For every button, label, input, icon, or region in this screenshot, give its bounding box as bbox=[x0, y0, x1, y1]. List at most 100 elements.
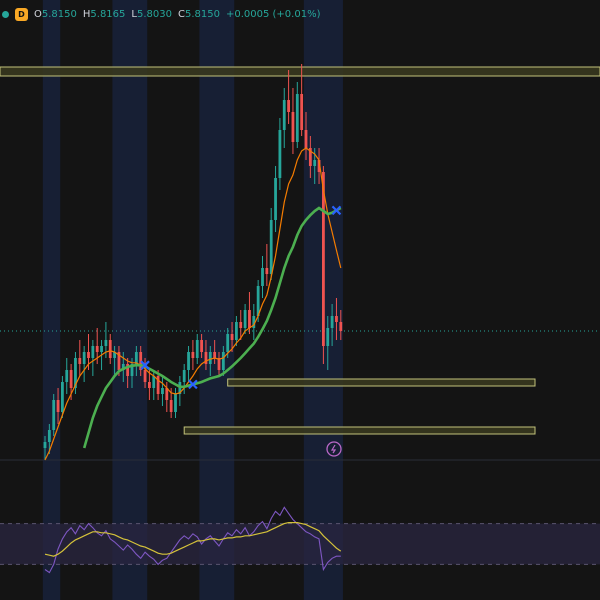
oscillator-signal-line bbox=[44, 522, 342, 557]
candle-body bbox=[130, 364, 134, 376]
session-shade bbox=[42, 0, 61, 600]
candle-body bbox=[156, 376, 160, 394]
crossover-marker-icon bbox=[140, 360, 150, 370]
candle-body bbox=[117, 352, 121, 370]
slow-moving-average-line bbox=[82, 206, 342, 449]
candle-body bbox=[191, 352, 195, 358]
candle-body bbox=[287, 100, 290, 112]
candle-body bbox=[304, 130, 308, 148]
candle-body bbox=[252, 316, 256, 328]
candle-body bbox=[165, 388, 169, 400]
candle-body bbox=[230, 334, 234, 340]
candle-body bbox=[152, 376, 156, 388]
candle-body bbox=[126, 364, 130, 376]
candle-body bbox=[108, 340, 112, 358]
candle-body bbox=[335, 316, 338, 322]
candle-body bbox=[65, 370, 69, 382]
ohlc-change: +0.0005 (+0.01%) bbox=[225, 8, 321, 20]
candle-body bbox=[195, 340, 199, 358]
candle-body bbox=[243, 310, 247, 328]
session-shade bbox=[112, 0, 148, 600]
candle-body bbox=[274, 178, 277, 220]
candle-body bbox=[161, 388, 164, 394]
candle-body bbox=[169, 400, 173, 412]
candle-body bbox=[182, 370, 186, 382]
candle-body bbox=[213, 352, 217, 358]
candle-body bbox=[143, 370, 147, 382]
candle-body bbox=[221, 352, 225, 370]
candle-body bbox=[148, 382, 151, 388]
candle-body bbox=[52, 400, 56, 430]
interval-badge[interactable]: D bbox=[15, 7, 28, 21]
oscillator-line bbox=[44, 506, 341, 574]
ohlc-legend: D O5.8150 H5.8165 L5.8030 C5.8150 +0.000… bbox=[0, 4, 320, 24]
candle-body bbox=[100, 346, 103, 352]
candle-body bbox=[113, 352, 116, 358]
candle-body bbox=[278, 130, 282, 178]
ohlc-open-key: O bbox=[34, 8, 42, 20]
candle-body bbox=[139, 352, 143, 370]
price-zone bbox=[0, 66, 600, 77]
candle-body bbox=[239, 322, 243, 328]
candle-body bbox=[74, 358, 77, 388]
ohlc-open-value: 5.8150 bbox=[41, 8, 77, 20]
candle-body bbox=[248, 310, 251, 328]
candle-body bbox=[339, 322, 343, 331]
ohlc-low: L5.8030 bbox=[131, 9, 172, 20]
ohlc-close: C5.8150 bbox=[178, 9, 220, 20]
ohlc-close-key: C bbox=[177, 8, 185, 20]
candle-body bbox=[300, 94, 304, 130]
ohlc-high-key: H bbox=[82, 8, 91, 20]
candle-body bbox=[43, 442, 47, 448]
alert-lightning-bolt bbox=[330, 444, 337, 454]
fast-moving-average-line bbox=[44, 147, 342, 461]
crossover-marker-icon bbox=[331, 205, 342, 216]
candle-body bbox=[308, 148, 312, 166]
candle-body bbox=[174, 394, 177, 412]
candle-body bbox=[326, 328, 330, 346]
candle-body bbox=[317, 160, 321, 172]
candle-body bbox=[208, 352, 212, 364]
ohlc-high-value: 5.8165 bbox=[90, 8, 126, 20]
candle-body bbox=[187, 352, 190, 370]
candle-body bbox=[265, 268, 269, 274]
candle-body bbox=[61, 382, 64, 412]
candle-body bbox=[282, 100, 286, 130]
candle-body bbox=[217, 358, 221, 370]
candle-body bbox=[330, 316, 334, 328]
candle-body bbox=[261, 268, 264, 286]
ohlc-low-value: 5.8030 bbox=[136, 8, 172, 20]
candle-body bbox=[134, 352, 138, 364]
candle-body bbox=[91, 346, 95, 358]
candle-body bbox=[87, 352, 90, 358]
candle-body bbox=[313, 160, 317, 166]
candle-body bbox=[235, 322, 238, 340]
candle-body bbox=[56, 400, 60, 412]
candle-body bbox=[121, 364, 125, 370]
candle-body bbox=[78, 358, 82, 364]
price-zone bbox=[183, 426, 536, 435]
candle-body bbox=[47, 430, 51, 442]
candle-body bbox=[256, 286, 260, 316]
candle-body bbox=[82, 352, 86, 364]
alert-lightning-icon bbox=[326, 441, 342, 457]
candle-body bbox=[295, 94, 299, 142]
candle-body bbox=[322, 172, 325, 346]
candle-body bbox=[200, 340, 203, 352]
price-zone bbox=[227, 378, 536, 387]
oscillator-band bbox=[0, 523, 600, 565]
crossover-marker-icon bbox=[188, 379, 198, 390]
candle-body bbox=[226, 334, 230, 352]
ohlc-open: O5.8150 bbox=[34, 9, 77, 20]
candle-body bbox=[104, 340, 108, 346]
session-shade bbox=[199, 0, 235, 600]
ohlc-high: H5.8165 bbox=[83, 9, 126, 20]
candle-body bbox=[69, 370, 73, 388]
ohlc-close-value: 5.8150 bbox=[184, 8, 220, 20]
candle-body bbox=[204, 352, 208, 364]
ohlc-low-key: L bbox=[131, 8, 137, 20]
candle-body bbox=[269, 220, 273, 274]
